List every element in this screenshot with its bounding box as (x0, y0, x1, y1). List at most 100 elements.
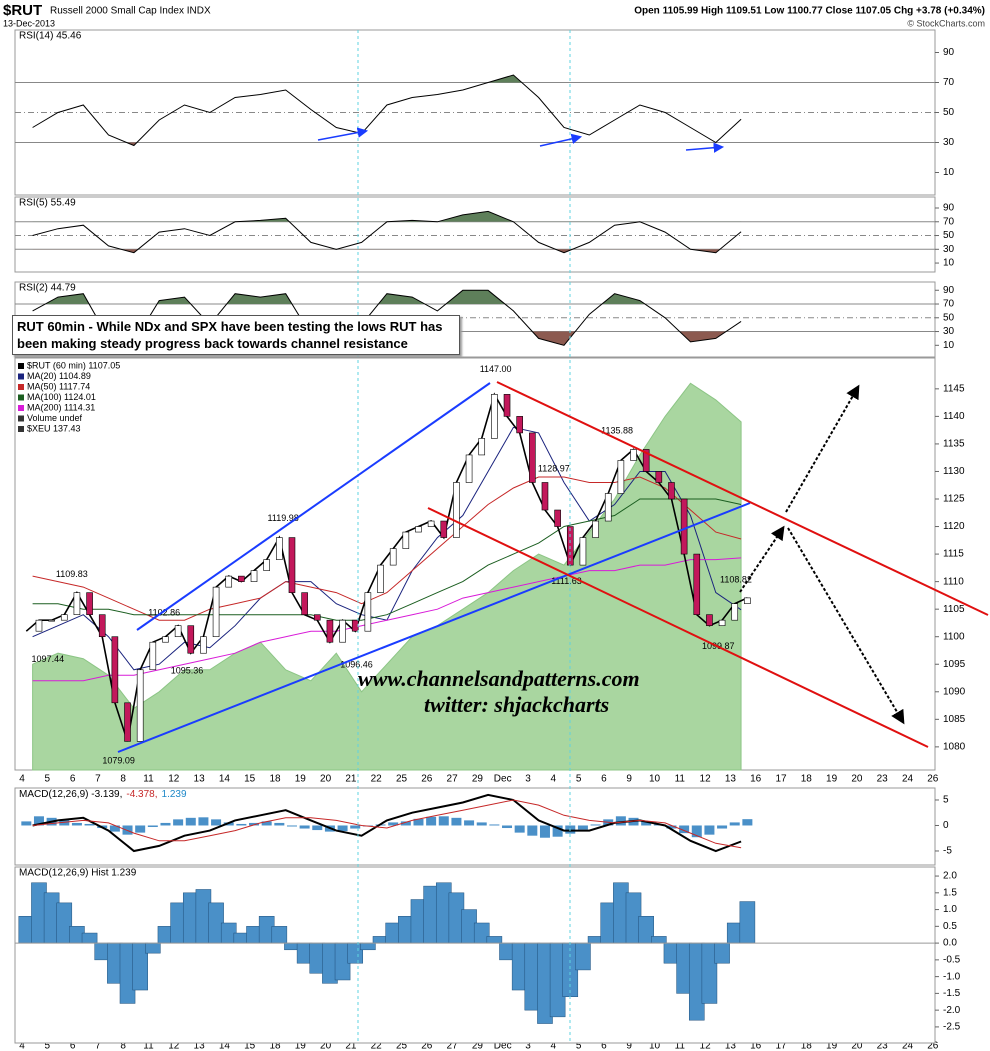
x-tick-label: 5 (45, 774, 51, 785)
candle (453, 482, 460, 538)
macd-hist-bar (666, 825, 677, 829)
y-tick-label: 1090 (943, 686, 966, 697)
x-tick-label: 27 (447, 774, 459, 785)
y-tick-label: 30 (943, 137, 955, 148)
y-tick-label: 30 (943, 244, 955, 255)
price-annotation: 1128.97 (538, 464, 570, 474)
y-tick-label: 1145 (943, 383, 965, 394)
hist-bar (81, 932, 98, 944)
macd-hist-bar (388, 822, 399, 826)
y-tick-label: 0 (943, 820, 949, 831)
macd-hist-bar (552, 825, 563, 837)
x-tick-label: 19 (295, 1041, 307, 1051)
x-tick-label: 12 (168, 774, 180, 785)
macd-hist-bar (33, 816, 44, 826)
x-tick-label: 29 (472, 1041, 484, 1051)
hist-bar (271, 926, 288, 944)
legend-entry: MA(20) 1104.89 (27, 371, 91, 381)
y-tick-label: 1.5 (943, 887, 957, 898)
x-tick-label: 19 (826, 1041, 838, 1051)
macd-hist-bar (109, 825, 120, 832)
candle (364, 592, 372, 632)
x-tick-label: 7 (95, 774, 101, 785)
moving-average (32, 498, 742, 621)
channel-line (136, 382, 491, 631)
y-tick-label: 1095 (943, 659, 966, 670)
candle (503, 394, 511, 417)
x-tick-label: 24 (902, 774, 914, 785)
y-tick-label: 0.0 (943, 938, 957, 949)
x-tick-label: 22 (371, 1041, 383, 1051)
legend-entry: $XEU 137.43 (27, 423, 81, 433)
x-tick-label: 18 (801, 1041, 813, 1051)
y-tick-label: 1120 (943, 521, 965, 532)
candle (718, 619, 726, 626)
macd-hist-bar (539, 825, 550, 838)
hist-bar (651, 936, 667, 944)
candle (693, 553, 701, 615)
price-annotation: 1147.00 (480, 364, 512, 374)
panel-title: MACD(12,26,9) -3.139, -4.378, 1.239 (19, 789, 187, 800)
macd-hist-bar (691, 825, 702, 838)
price-annotation: 1097.44 (32, 654, 65, 664)
x-tick-label: 10 (649, 1041, 661, 1051)
price-annotation: 1102.86 (148, 607, 180, 617)
x-tick-label: 13 (194, 774, 206, 785)
x-tick-label: 13 (725, 1041, 737, 1051)
candle (111, 636, 119, 704)
macd-hist-bar (729, 822, 740, 826)
macd-hist-bar (413, 818, 424, 826)
candle (225, 575, 233, 588)
legend-swatch (18, 394, 24, 401)
y-tick-label: 1080 (943, 742, 966, 753)
candle (604, 493, 612, 522)
panel-title: RSI(14) 45.46 (19, 31, 82, 42)
legend-swatch (18, 384, 24, 390)
candle (339, 619, 346, 643)
candle (668, 482, 675, 500)
macd-hist-bar (489, 824, 500, 826)
candle (440, 520, 448, 538)
panel-title: RSI(5) 55.49 (19, 198, 76, 209)
x-tick-label: 8 (120, 1041, 126, 1051)
x-tick-label: 21 (345, 1041, 357, 1051)
macd-hist-bar (577, 825, 588, 830)
channel-line (496, 381, 989, 616)
y-tick-label: 1135 (943, 439, 965, 450)
x-tick-label: 16 (750, 774, 762, 785)
macd-hist-bar (236, 823, 247, 826)
candle (491, 394, 498, 439)
x-tick-label: 26 (927, 1041, 939, 1051)
hist-bar (575, 942, 591, 971)
macd-hist-bar (160, 822, 171, 826)
macd-hist-bar (717, 825, 728, 829)
macd-hist-bar (173, 819, 184, 826)
candle (73, 592, 81, 615)
annotation-box: RUT 60min - While NDx and SPX have been … (12, 315, 460, 355)
y-tick-label: -5 (943, 846, 952, 857)
candle (377, 564, 384, 593)
macd-hist-bar (426, 816, 437, 826)
x-tick-label: 4 (551, 1041, 557, 1051)
macd-hist-bar (135, 825, 146, 833)
macd-hist-bar (527, 825, 538, 836)
x-tick-label: 19 (295, 774, 307, 785)
y-tick-label: 1105 (943, 604, 965, 615)
price-annotation: 1119.98 (268, 513, 299, 523)
legend-swatch (18, 415, 24, 422)
macd-hist-bar (84, 823, 95, 826)
panel-frame (14, 866, 936, 1044)
title-part: 1.239 (162, 789, 187, 800)
title-part: MACD(12,26,9) -3.139, (19, 789, 122, 800)
candle (187, 625, 195, 654)
legend-swatch (18, 426, 24, 432)
moving-average (32, 557, 742, 682)
candle (617, 460, 625, 494)
legend-entry: MA(200) 1114.31 (27, 402, 95, 412)
y-tick-label: 1115 (943, 549, 964, 560)
x-tick-label: 20 (320, 774, 332, 785)
rsi-line (32, 289, 742, 346)
candle (35, 619, 43, 632)
arrow (685, 142, 725, 153)
y-tick-label: 50 (943, 230, 955, 241)
